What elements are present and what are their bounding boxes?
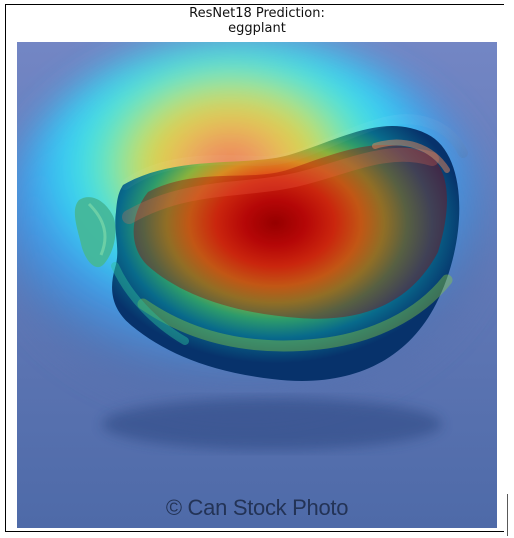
right-canvas-edge bbox=[504, 4, 510, 538]
right-top-highlight bbox=[372, 139, 450, 173]
title-line-model-prediction: ResNet18 Prediction: bbox=[189, 6, 325, 21]
eggplant-body bbox=[112, 126, 460, 381]
eggplant-top-shine bbox=[120, 114, 468, 190]
title-line-class-name: eggplant bbox=[228, 21, 286, 36]
heatmap-image: © Can Stock Photo bbox=[17, 42, 497, 528]
eggplant-shadow bbox=[102, 398, 442, 450]
prediction-title: ResNet18 Prediction: eggplant bbox=[0, 6, 514, 36]
stem-side-reflection bbox=[111, 262, 189, 345]
top-heat-band bbox=[122, 147, 439, 224]
lower-heat-band bbox=[137, 274, 453, 352]
eggplant-calyx-leaf bbox=[74, 197, 116, 268]
can-stock-photo-watermark: © Can Stock Photo bbox=[165, 495, 349, 520]
leaf-highlight bbox=[87, 202, 107, 256]
heatmap-hot-core bbox=[133, 144, 447, 319]
right-edge-line bbox=[507, 494, 508, 536]
eggplant-heatmap-overlay bbox=[17, 42, 497, 528]
